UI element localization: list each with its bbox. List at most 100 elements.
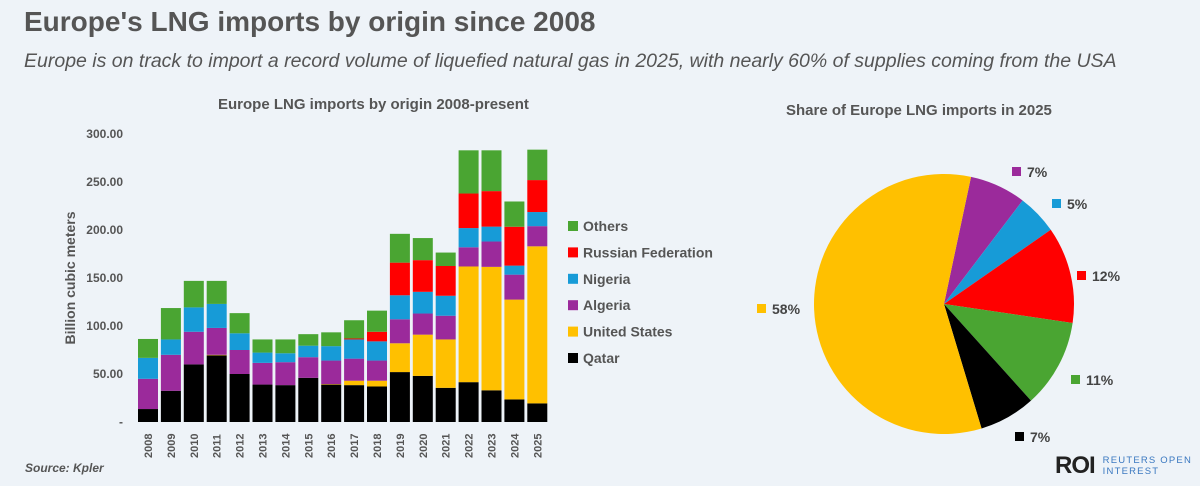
bar-segment-others-2019 bbox=[389, 233, 410, 263]
bar-segment-algeria-2015 bbox=[298, 357, 319, 378]
bar-segment-russian-federation-2021 bbox=[435, 266, 456, 296]
x-tick-label: 2014 bbox=[280, 433, 292, 458]
x-tick-label: 2019 bbox=[395, 434, 407, 458]
bar-segment-algeria-2014 bbox=[275, 362, 296, 386]
bar-segment-nigeria-2022 bbox=[458, 228, 479, 248]
legend-swatch-algeria bbox=[568, 300, 578, 311]
bar-segment-qatar-2019 bbox=[389, 372, 410, 422]
bar-segment-qatar-2024 bbox=[504, 399, 525, 422]
pie-slice-algeria bbox=[944, 176, 1023, 304]
bar-segment-algeria-2011 bbox=[206, 327, 227, 355]
bar-segment-united-states-2016 bbox=[321, 384, 342, 385]
bar-segment-algeria-2009 bbox=[160, 354, 181, 391]
bar-segment-algeria-2012 bbox=[229, 350, 250, 374]
y-tick-label: 200.00 bbox=[86, 223, 123, 237]
bar-segment-algeria-2023 bbox=[481, 241, 502, 267]
bar-segment-qatar-2023 bbox=[481, 390, 502, 422]
bar-segment-qatar-2016 bbox=[321, 384, 342, 422]
bar-segment-nigeria-2009 bbox=[160, 339, 181, 355]
bar-segment-others-2013 bbox=[252, 339, 273, 353]
y-tick-label: 100.00 bbox=[86, 319, 123, 333]
legend-label: Others bbox=[583, 218, 628, 234]
pie-label-swatch bbox=[757, 304, 766, 313]
bar-segment-algeria-2008 bbox=[138, 378, 158, 410]
bar-segment-algeria-2024 bbox=[504, 274, 525, 300]
bar-segment-nigeria-2011 bbox=[206, 303, 227, 328]
x-tick-label: 2011 bbox=[212, 434, 224, 458]
bar-segment-russian-federation-2022 bbox=[458, 193, 479, 229]
pie-data-label: 11% bbox=[1086, 372, 1114, 388]
x-tick-label: 2020 bbox=[418, 434, 430, 458]
bar-segment-nigeria-2017 bbox=[344, 339, 365, 359]
x-tick-label: 2024 bbox=[509, 433, 521, 458]
legend-label: Qatar bbox=[583, 350, 620, 366]
bar-segment-russian-federation-2018 bbox=[367, 331, 387, 342]
pie-data-label: 7% bbox=[1027, 164, 1048, 180]
bar-segment-united-states-2025 bbox=[527, 246, 548, 404]
bar-segment-qatar-2008 bbox=[138, 409, 158, 422]
x-tick-label: 2021 bbox=[441, 434, 453, 458]
bar-segment-russian-federation-2024 bbox=[504, 226, 525, 266]
bar-segment-nigeria-2008 bbox=[138, 357, 158, 379]
bar-segment-algeria-2018 bbox=[367, 360, 387, 381]
bar-segment-others-2010 bbox=[183, 280, 204, 308]
pie-slice-others bbox=[944, 304, 1073, 401]
bar-segment-united-states-2018 bbox=[367, 380, 387, 387]
bar-segment-nigeria-2019 bbox=[389, 295, 410, 320]
bar-segment-algeria-2017 bbox=[344, 358, 365, 381]
bar-segment-qatar-2017 bbox=[344, 385, 365, 422]
bar-segment-algeria-2021 bbox=[435, 315, 456, 340]
bar-segment-nigeria-2012 bbox=[229, 333, 250, 350]
legend-swatch-others bbox=[568, 221, 578, 231]
bar-segment-united-states-2019 bbox=[389, 343, 410, 373]
bar-segment-nigeria-2024 bbox=[504, 265, 525, 275]
legend-swatch-russian-federation bbox=[568, 247, 578, 258]
pie-data-label: 5% bbox=[1067, 196, 1088, 212]
bar-segment-nigeria-2018 bbox=[367, 341, 387, 361]
bar-segment-united-states-2017 bbox=[344, 380, 365, 386]
x-tick-label: 2015 bbox=[303, 434, 315, 458]
bar-segment-others-2016 bbox=[321, 332, 342, 347]
bar-chart-title: Europe LNG imports by origin 2008-presen… bbox=[218, 96, 529, 113]
bar-segment-others-2020 bbox=[412, 238, 433, 261]
bar-segment-others-2018 bbox=[367, 310, 387, 332]
bar-segment-algeria-2025 bbox=[527, 226, 548, 247]
pie-slice-russian-federation bbox=[944, 229, 1074, 323]
bar-segment-russian-federation-2019 bbox=[389, 262, 410, 296]
bar-segment-nigeria-2010 bbox=[183, 307, 204, 332]
bar-segment-qatar-2014 bbox=[275, 385, 296, 422]
bar-segment-nigeria-2015 bbox=[298, 345, 319, 358]
page-subtitle: Europe is on track to import a record vo… bbox=[24, 50, 1117, 72]
x-tick-label: 2016 bbox=[326, 434, 338, 458]
y-tick-label: 150.00 bbox=[86, 271, 123, 285]
bar-segment-qatar-2025 bbox=[527, 403, 548, 422]
y-tick-label: - bbox=[119, 415, 123, 429]
logo-text: REUTERS OPEN INTEREST bbox=[1103, 455, 1192, 477]
y-tick-label: 300.00 bbox=[86, 127, 123, 141]
logo-line1: REUTERS OPEN bbox=[1102, 455, 1193, 466]
bar-segment-algeria-2016 bbox=[321, 360, 342, 385]
bar-segment-qatar-2020 bbox=[412, 375, 433, 422]
bar-segment-others-2015 bbox=[298, 334, 319, 346]
pie-data-label: 58% bbox=[772, 301, 801, 317]
bar-segment-nigeria-2014 bbox=[275, 353, 296, 363]
bar-segment-united-states-2022 bbox=[458, 266, 479, 383]
legend-label: United States bbox=[583, 324, 673, 340]
x-tick-label: 2025 bbox=[532, 434, 544, 458]
bar-segment-qatar-2022 bbox=[458, 382, 479, 422]
bar-segment-qatar-2010 bbox=[183, 364, 204, 422]
bar-segment-others-2022 bbox=[458, 150, 479, 194]
pie-data-label: 12% bbox=[1092, 268, 1121, 284]
roi-logo: ROI REUTERS OPEN INTEREST bbox=[1055, 452, 1192, 480]
bar-segment-others-2017 bbox=[344, 320, 365, 339]
x-tick-label: 2012 bbox=[235, 434, 247, 458]
bar-segment-united-states-2020 bbox=[412, 334, 433, 376]
bar-segment-russian-federation-2020 bbox=[412, 260, 433, 292]
bar-segment-nigeria-2025 bbox=[527, 212, 548, 227]
bar-segment-nigeria-2016 bbox=[321, 346, 342, 361]
bar-segment-qatar-2009 bbox=[160, 390, 181, 422]
bar-segment-algeria-2022 bbox=[458, 247, 479, 267]
bar-segment-algeria-2013 bbox=[252, 362, 273, 385]
bar-segment-nigeria-2023 bbox=[481, 226, 502, 242]
